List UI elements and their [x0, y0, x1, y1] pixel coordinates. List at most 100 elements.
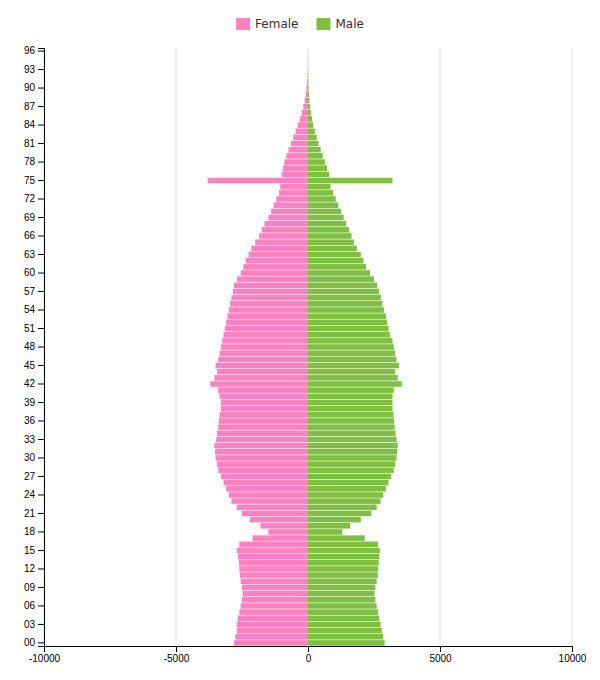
bar: [230, 301, 308, 307]
bar: [308, 190, 333, 196]
legend-label: Male: [335, 17, 363, 31]
bar: [308, 449, 397, 455]
bar: [308, 215, 344, 221]
tick-mark: [38, 365, 44, 366]
bar: [308, 270, 370, 276]
bar: [308, 597, 375, 603]
bar: [308, 252, 361, 258]
bar: [221, 406, 308, 412]
bar: [238, 554, 308, 560]
tick-label: 10000: [559, 653, 587, 664]
tick-label: 57: [24, 286, 36, 297]
bar: [222, 338, 308, 344]
bar: [239, 609, 308, 615]
series-bars: [208, 48, 308, 645]
bar: [242, 597, 308, 603]
bar: [308, 153, 323, 159]
bar: [234, 283, 308, 289]
bar: [308, 202, 338, 208]
bar: [308, 474, 391, 480]
tick-label: 24: [24, 489, 36, 500]
axis-line: [38, 49, 45, 647]
tick: 45: [24, 360, 44, 371]
bar: [308, 369, 395, 375]
bar: [240, 572, 308, 578]
bar: [307, 67, 308, 73]
legend-swatch: [316, 18, 330, 30]
bar: [308, 116, 312, 122]
bar: [308, 110, 311, 116]
tick-label: 63: [24, 249, 36, 260]
bar: [226, 486, 308, 492]
tick-label: 75: [24, 175, 36, 186]
bar: [291, 141, 308, 147]
tick: 24: [24, 489, 44, 500]
tick-mark: [38, 106, 44, 107]
bar: [237, 276, 308, 282]
bar: [308, 264, 366, 270]
bar: [308, 609, 378, 615]
bar: [226, 320, 308, 326]
tick-mark: [176, 646, 177, 652]
bar: [308, 350, 395, 356]
tick-label: -5000: [164, 653, 190, 664]
chart: -10000-500005000100000003060912151821242…: [0, 0, 600, 680]
bar: [308, 67, 309, 73]
tick-label: 27: [24, 471, 36, 482]
tick-mark: [38, 420, 44, 421]
bar: [308, 375, 398, 381]
bar: [308, 634, 383, 640]
bar: [307, 79, 309, 85]
plot-area: [208, 48, 402, 645]
bar: [308, 54, 309, 60]
bar: [259, 233, 308, 239]
bar: [218, 424, 308, 430]
bar: [308, 196, 336, 202]
bar: [220, 350, 308, 356]
bar: [217, 369, 308, 375]
bar: [239, 566, 308, 572]
tick-mark: [38, 143, 44, 144]
tick: 63: [24, 249, 44, 260]
bar: [215, 449, 308, 455]
bar: [260, 523, 308, 529]
bar: [308, 603, 377, 609]
bar: [308, 320, 387, 326]
bar: [219, 418, 308, 424]
tick-mark: [38, 273, 44, 274]
tick: 66: [24, 230, 44, 241]
bar: [216, 437, 308, 443]
tick-mark: [38, 568, 44, 569]
tick-label: 15: [24, 545, 36, 556]
bar: [255, 239, 308, 245]
bar: [296, 128, 308, 134]
tick: 27: [24, 471, 44, 482]
bar: [210, 381, 308, 387]
tick-label: 48: [24, 341, 36, 352]
bar: [308, 640, 385, 646]
tick: 54: [24, 304, 44, 315]
bar: [243, 591, 308, 597]
tick-label: 72: [24, 193, 36, 204]
tick-mark: [38, 439, 44, 440]
bar: [308, 122, 313, 128]
bar: [308, 85, 310, 91]
bar: [216, 363, 308, 369]
tick: 42: [24, 378, 44, 389]
tick: 72: [24, 193, 44, 204]
bar: [308, 313, 386, 319]
bar: [306, 91, 308, 97]
bar: [264, 221, 308, 227]
tick-mark: [38, 550, 44, 551]
bar: [308, 227, 349, 233]
tick-mark: [38, 69, 44, 70]
bar: [298, 122, 308, 128]
bar: [284, 159, 308, 165]
x-axis: -10000-50000500010000: [29, 646, 587, 664]
bar: [308, 61, 309, 67]
tick-label: 18: [24, 526, 36, 537]
bar: [308, 276, 374, 282]
bar: [221, 344, 308, 350]
bar: [307, 48, 308, 54]
tick-label: 96: [24, 45, 36, 56]
